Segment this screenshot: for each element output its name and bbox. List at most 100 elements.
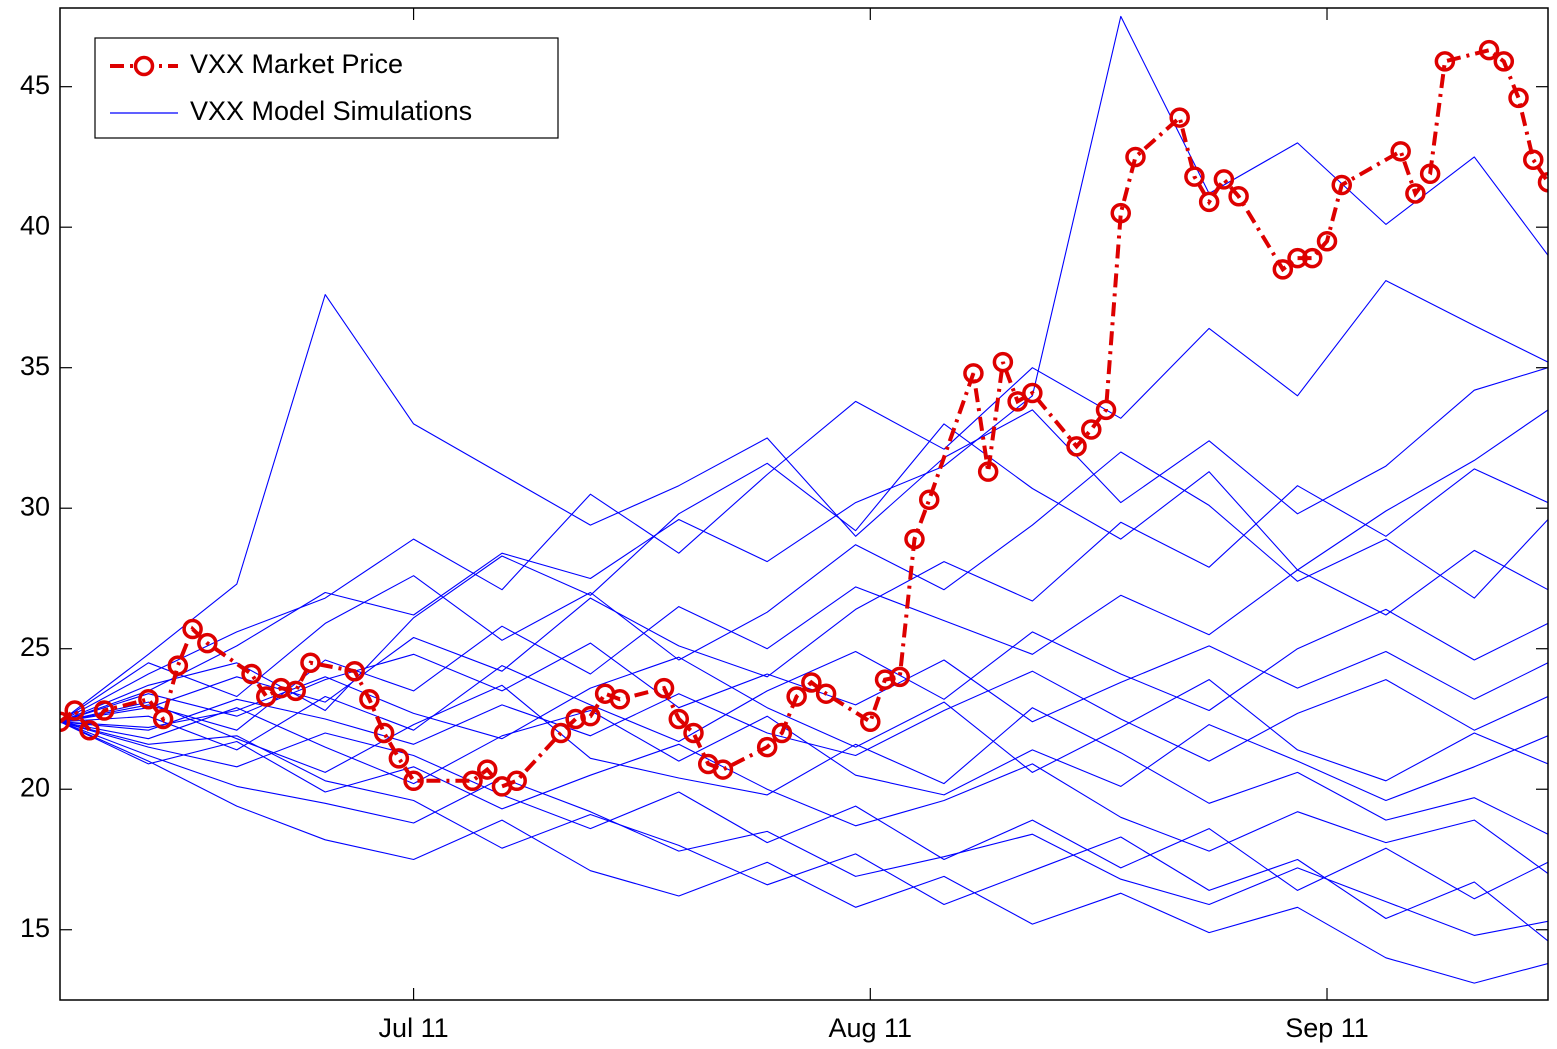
market-marker [963,363,984,384]
market-marker [152,708,174,730]
simulation-line [60,721,1548,900]
market-marker [1523,149,1544,171]
y-tick-label: 20 [20,772,50,802]
y-tick-label: 25 [20,632,50,662]
market-marker [1110,202,1132,224]
simulation-line [60,409,1548,723]
legend: VXX Market Price VXX Model Simulations [94,37,559,139]
market-marker [64,700,85,721]
simulation-line [60,721,1548,936]
legend-label: VXX Model Simulations [190,96,472,126]
market-marker [462,770,483,792]
market-marker [300,652,321,674]
axes-frame [59,7,1549,1001]
market-marker [1478,39,1500,61]
market-marker [1537,171,1548,193]
market-marker [580,705,601,727]
y-tick-label: 40 [20,210,50,240]
simulation-line [60,294,1548,723]
simulation-line [60,684,1548,835]
market-marker [1125,146,1146,168]
market-marker [1213,169,1235,190]
simulation-line [60,451,1548,723]
market-marker [167,655,189,676]
market-marker [683,722,704,744]
market-marker [256,686,277,707]
market-marker [653,677,675,699]
market-marker [1390,141,1411,162]
market-group [60,39,1548,797]
market-marker [815,683,837,704]
market-marker [1331,174,1352,196]
simulation-line [60,707,1548,802]
market-marker [1287,247,1308,269]
market-marker [1081,419,1102,440]
simulation-line [60,468,1548,723]
market-marker [550,722,572,744]
x-tick-label: Aug 11 [829,1013,913,1043]
market-marker [609,689,631,710]
market-marker [712,759,734,780]
market-marker [1228,186,1249,207]
market-marker [1508,87,1529,109]
market-marker [1316,230,1338,252]
market-marker [1198,191,1220,213]
legend-label: VXX Market Price [190,49,403,79]
market-marker [1169,107,1190,128]
market-marker [756,736,778,758]
market-marker [506,770,527,792]
market-marker [182,618,203,640]
x-tick-label: Jul 11 [379,1013,449,1043]
market-marker [1022,382,1043,404]
market-marker [1007,391,1028,412]
market-marker [771,722,793,744]
market-marker [668,708,690,730]
simulation-line [60,721,1548,942]
market-marker [1066,436,1087,457]
market-marker [359,689,380,710]
market-marker [786,686,807,707]
market-marker [344,660,365,682]
market-marker [1493,51,1515,72]
market-marker [860,711,881,733]
simulation-line [60,608,1548,751]
market-marker [1184,166,1205,187]
market-marker [79,719,100,741]
market-marker [285,680,306,702]
market-marker [93,700,115,721]
market-marker [476,759,498,780]
simulation-line [60,15,1548,723]
y-tick-label: 35 [20,351,50,381]
simulation-line [60,721,1548,984]
market-marker [1419,163,1441,185]
market-marker [1272,259,1294,280]
market-marker [1405,183,1426,204]
market-marker [1434,51,1456,72]
market-marker [918,489,940,511]
market-marker [1095,399,1117,421]
market-marker [373,722,395,744]
market-marker [388,748,410,769]
market-marker [801,672,822,693]
market-marker [138,689,159,710]
y-tick-label: 30 [20,491,50,521]
x-tick-label: Sep 11 [1285,1013,1369,1043]
market-marker [1302,247,1323,269]
market-marker [904,528,925,550]
market-marker [197,632,218,654]
simulation-line [60,721,1548,874]
market-marker [241,663,262,685]
simulation-line [60,656,1548,782]
simulation-group [60,15,1548,984]
y-tick-label: 45 [20,70,50,100]
legend-box [94,37,559,139]
market-marker [977,461,999,482]
market-marker [60,711,71,733]
y-tick-label: 15 [20,913,50,943]
simulation-line [60,670,1548,762]
market-marker [992,351,1014,373]
legend-swatch [133,55,155,77]
market-marker [889,666,911,688]
